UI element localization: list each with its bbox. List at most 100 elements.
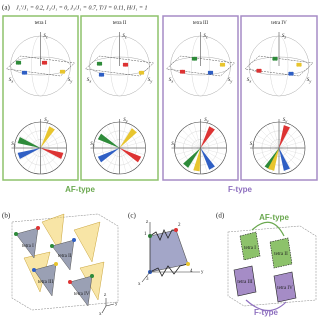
spin-wedge	[279, 148, 290, 171]
axis-subscript: x	[13, 143, 16, 148]
axis-subscript: z	[124, 35, 127, 40]
axis-subscript: y	[229, 79, 232, 84]
polar-spoke	[40, 147, 54, 171]
polar-spoke	[200, 134, 224, 149]
spin-cluster	[101, 74, 105, 77]
spin-cluster	[259, 70, 262, 73]
axis-subscript: y	[308, 79, 311, 84]
polar-spoke	[40, 129, 60, 149]
axis-subscript: x	[88, 79, 91, 84]
axis-subscript: x	[92, 143, 95, 148]
polar-spoke	[119, 122, 127, 149]
polar-spoke	[175, 141, 201, 149]
spring	[149, 229, 176, 241]
polar-spoke	[119, 141, 145, 149]
axis-label: Sy	[283, 118, 288, 123]
polar-spoke	[278, 147, 293, 171]
polar-spoke	[193, 122, 201, 149]
panel-c: (c) 1 2 3 4 x y z	[128, 212, 204, 288]
axis-symbol: S	[204, 118, 207, 123]
axis-label: Sx	[247, 78, 252, 83]
tetra-box	[240, 15, 318, 181]
axis-label: Sx	[169, 78, 174, 83]
spin-wedge	[268, 148, 279, 171]
polar-spoke	[119, 147, 145, 155]
spin-wedge	[183, 148, 201, 168]
polar-spoke	[33, 147, 41, 174]
tetra-title: tetra I	[35, 21, 47, 26]
polar-spoke	[17, 134, 41, 149]
tetra-purple	[273, 271, 297, 303]
arrow-label: F-type	[254, 308, 279, 317]
tetra-box	[162, 15, 239, 181]
spin-cluster	[210, 72, 214, 75]
polar-spoke	[200, 147, 226, 155]
polar-spoke	[40, 141, 66, 149]
axis-label: x	[138, 282, 141, 287]
cell	[11, 213, 119, 311]
axis-subscript: z	[283, 35, 286, 40]
tetra-label: tetra I	[22, 244, 34, 249]
axis-symbol: S	[250, 142, 253, 147]
spin-cluster	[62, 71, 66, 74]
tetra-box	[80, 15, 159, 181]
spin-wedge	[119, 128, 137, 148]
axis-label: Sx	[90, 142, 95, 147]
spring	[149, 263, 189, 277]
tetra-gray	[69, 275, 93, 307]
polar-spoke	[119, 125, 133, 149]
axis-label: y	[115, 302, 118, 307]
polar-spoke	[40, 147, 60, 167]
spin-wedge	[40, 148, 64, 159]
panel-label: (a)	[2, 4, 10, 12]
polar-spoke	[40, 147, 48, 174]
polar-spoke	[106, 125, 120, 149]
polar-spoke	[119, 134, 143, 149]
tetra-label: tetra IV	[277, 286, 293, 291]
spin-wedge	[40, 126, 55, 148]
axis-symbol: S	[247, 78, 250, 83]
axis-symbol: S	[68, 78, 71, 83]
axis-subscript: x	[251, 143, 254, 148]
axis-symbol: S	[169, 78, 172, 83]
spin-cluster	[24, 72, 28, 75]
axis-subscript: y	[69, 79, 72, 84]
axis-subscript: x	[10, 79, 13, 84]
polar-spoke	[21, 147, 41, 167]
polar-spoke	[177, 147, 201, 162]
polar-spoke	[200, 129, 220, 149]
polar-spoke	[278, 134, 302, 149]
axis-symbol: S	[11, 142, 14, 147]
polar-spoke	[253, 141, 280, 149]
axis-subscript: y	[149, 79, 152, 84]
axis-label: y	[201, 270, 204, 275]
polar-spoke	[200, 122, 208, 149]
spin-wedge	[264, 148, 279, 170]
polar-spoke	[40, 147, 64, 162]
polar-spoke	[278, 147, 302, 162]
parameters: J₁′/J₁ = 0.2, J₂/J₁ = 0, J₃/J₁ = 0.7, T/…	[16, 5, 148, 11]
spin-wedge	[200, 148, 215, 170]
polar-spoke	[200, 141, 226, 149]
polar-spoke	[278, 129, 298, 149]
polar-spoke	[278, 141, 305, 149]
spin-cluster	[141, 72, 145, 75]
axis-label: Sx	[87, 78, 92, 83]
spin-wedge	[17, 137, 41, 148]
polar-spoke	[187, 125, 201, 149]
tetra-title: tetra IV	[271, 21, 287, 26]
axis-subscript: z	[205, 35, 208, 40]
polar-spoke	[177, 134, 201, 149]
axis-symbol: S	[123, 118, 126, 123]
axis	[101, 305, 107, 314]
axis-label: Sy	[148, 78, 153, 83]
group-label: F-type	[228, 185, 253, 194]
tetra-purple	[233, 265, 257, 297]
spin-cluster	[18, 62, 22, 65]
tetra-title: tetra III	[193, 21, 208, 26]
spin-cluster	[125, 64, 129, 67]
polar-spoke	[200, 147, 208, 174]
polar-spoke	[200, 147, 220, 167]
polar-spoke	[106, 147, 120, 171]
